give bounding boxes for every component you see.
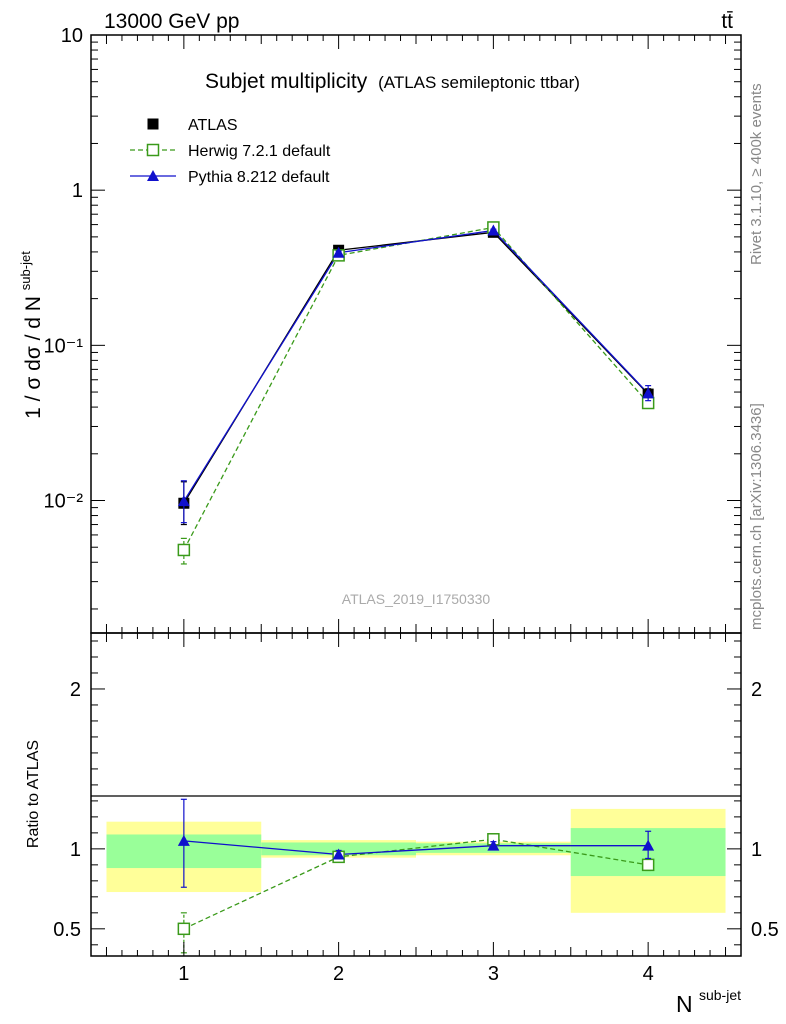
main-pythia-point — [177, 495, 190, 507]
ratio-pythia-point — [177, 834, 190, 846]
ratio-axis-ticks — [91, 633, 741, 956]
ratio-herwig-point — [641, 858, 655, 872]
analysis-id-label: ATLAS_2019_I1750330 — [342, 591, 491, 607]
legend-herwig-label: Herwig 7.2.1 default — [188, 143, 331, 160]
ratio-y-axis-label: Ratio to ATLAS — [25, 740, 42, 848]
ratio-series-lines — [183, 838, 649, 930]
main-title-text: Subjet multiplicity — [205, 70, 368, 93]
process-label: tt̄ — [721, 10, 733, 33]
legend-entry-pythia: Pythia 8.212 default — [130, 169, 330, 186]
main-y-tick-label: 10 — [61, 25, 83, 47]
x-tick-label: 1 — [178, 963, 189, 985]
main-axis-ticks — [91, 34, 741, 633]
main-y-axis-label-text: 1 / σ dσ / d N — [22, 296, 45, 419]
rivet-version-label: Rivet 3.1.10, ≥ 400k events — [748, 83, 765, 265]
main-y-tick-label: 10⁻² — [44, 491, 84, 513]
ratio-y-tick-label-left: 1 — [70, 839, 81, 861]
main-pythia-point — [332, 246, 345, 258]
ratio-pythia-line — [183, 840, 649, 856]
legend-atlas-marker — [147, 118, 159, 130]
legend-pythia-label: Pythia 8.212 default — [188, 169, 330, 186]
main-y-tick-label: 10⁻¹ — [44, 335, 84, 357]
main-herwig-point — [177, 543, 191, 557]
main-series-lines — [183, 226, 649, 551]
x-tick-labels: 1 2 3 4 — [178, 963, 653, 985]
x-axis-label-text: N — [676, 991, 693, 1017]
legend-herwig-marker — [146, 143, 160, 157]
legend: ATLAS Herwig 7.2.1 default Pythia 8.212 de… — [130, 117, 331, 186]
main-y-axis-label: 1 / σ dσ / d N sub-jet — [18, 251, 45, 419]
ratio-pythia-point — [642, 839, 655, 851]
ratio-pythia-point — [487, 839, 500, 851]
main-title: Subjet multiplicity (ATLAS semileptonic … — [205, 70, 580, 93]
legend-pythia-marker — [147, 170, 159, 181]
main-panel: 10 1 10⁻¹ 10⁻² Subjet multiplicity (ATLAS s… — [18, 25, 742, 634]
legend-atlas-label: ATLAS — [188, 117, 238, 134]
main-y-tick-label: 1 — [72, 180, 83, 202]
ratio-frame — [90, 632, 742, 957]
ratio-y-tick-label-right: 2 — [751, 679, 762, 701]
ratio-y-tick-label-right: 1 — [751, 839, 762, 861]
main-y-tick-labels: 10 1 10⁻¹ 10⁻² — [44, 25, 84, 513]
x-axis-label-sup: sub-jet — [699, 987, 741, 1003]
ratio-herwig-line — [183, 838, 649, 930]
ratio-y-tick-label-left: 2 — [70, 679, 81, 701]
x-tick-label: 4 — [643, 963, 654, 985]
x-tick-label: 2 — [333, 963, 344, 985]
main-data-points — [177, 221, 655, 565]
energy-label: 13000 GeV pp — [104, 10, 239, 33]
legend-entry-atlas: ATLAS — [147, 117, 238, 134]
ratio-panel: 0.5 0.5 1 1 2 2 1 2 3 4 Ratio to ATLAS N sub-jet — [25, 632, 779, 1017]
main-pythia-point — [642, 387, 655, 399]
ratio-y-tick-label-left: 0.5 — [53, 919, 81, 941]
x-axis-label: N sub-jet — [676, 987, 741, 1017]
main-pythia-line — [183, 229, 649, 502]
ratio-uncertainty-bands — [106, 808, 726, 913]
main-subtitle-text: (ATLAS semileptonic ttbar) — [378, 73, 580, 92]
mcplots-label: mcplots.cern.ch [arXiv:1306.3436] — [748, 403, 765, 630]
main-y-axis-label-sup: sub-jet — [18, 251, 33, 290]
main-atlas-line — [183, 231, 649, 504]
ratio-pythia-point — [332, 848, 345, 860]
ratio-y-tick-label-right: 0.5 — [751, 919, 779, 941]
legend-entry-herwig: Herwig 7.2.1 default — [130, 143, 331, 160]
x-tick-label: 3 — [488, 963, 499, 985]
main-pythia-point — [487, 224, 500, 236]
ratio-y-tick-labels: 0.5 0.5 1 1 2 2 — [53, 679, 779, 941]
ratio-herwig-point — [177, 922, 191, 936]
